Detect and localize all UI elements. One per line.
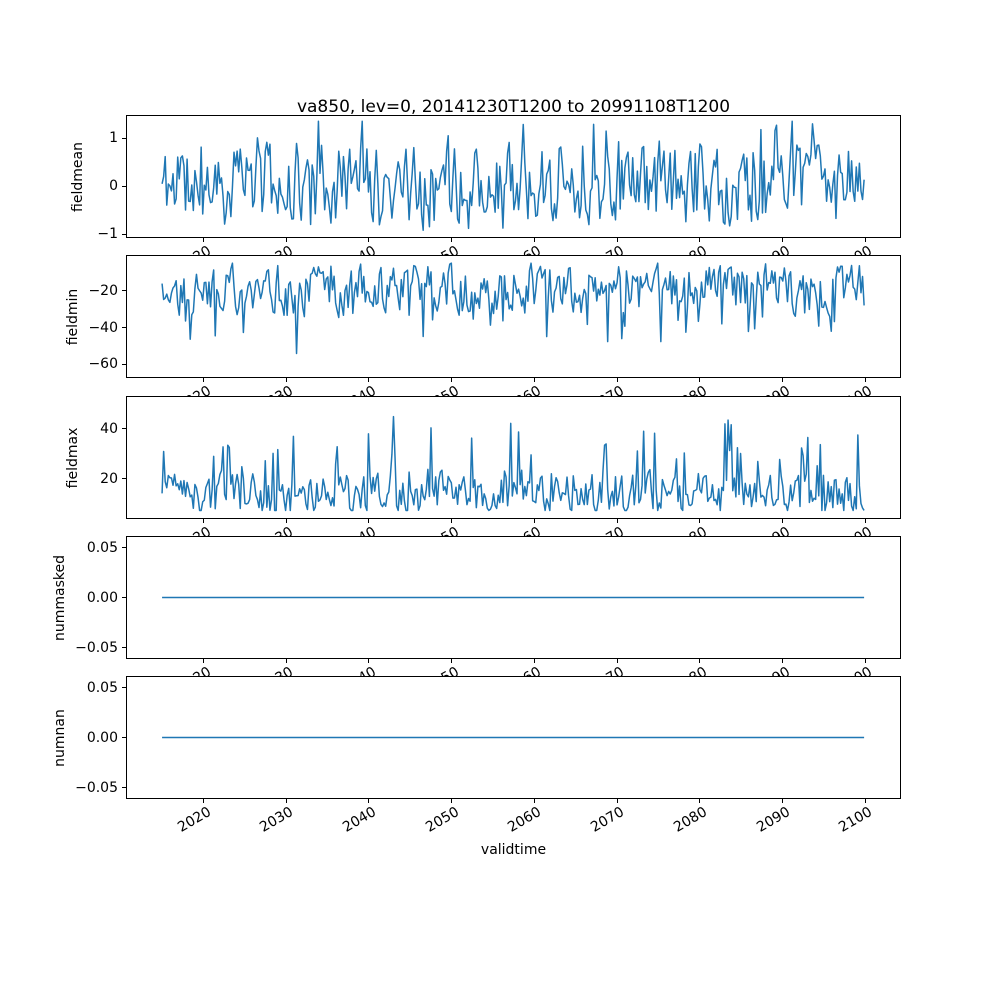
- y-tick-label: 40: [100, 420, 118, 437]
- numnan-line-series: [162, 736, 865, 739]
- x-tick-mark: [451, 238, 453, 242]
- x-tick-mark: [203, 238, 204, 242]
- x-tick-mark: [203, 799, 204, 803]
- x-tick-mark: [533, 799, 535, 803]
- x-tick-mark: [782, 378, 784, 382]
- y-tick-label: −40: [88, 319, 118, 336]
- x-tick-mark: [782, 519, 784, 523]
- x-tick-mark: [616, 519, 618, 523]
- x-tick-mark: [203, 378, 204, 382]
- x-tick-mark: [451, 378, 453, 382]
- y-tick-label: 1: [109, 130, 118, 147]
- y-tick-mark: [122, 233, 126, 235]
- y-tick-mark: [122, 597, 126, 598]
- x-tick-mark: [782, 238, 784, 242]
- y-tick-label: −1: [97, 226, 118, 243]
- y-tick-mark: [122, 428, 126, 429]
- y-tick-mark: [122, 478, 126, 480]
- x-tick-mark: [782, 799, 784, 803]
- x-tick-mark: [451, 659, 453, 663]
- x-tick-mark: [864, 238, 866, 242]
- x-tick-mark: [864, 378, 866, 382]
- chart-title: va850, lev=0, 20141230T1200 to 20991108T…: [296, 97, 731, 117]
- y-tick-label: 0.05: [86, 679, 118, 696]
- y-tick-mark: [122, 363, 126, 365]
- y-tick-mark: [122, 290, 126, 292]
- subplot-fieldmean: [126, 115, 901, 238]
- y-tick-label: 0.00: [86, 729, 118, 746]
- y-tick-mark: [122, 185, 126, 187]
- y-tick-label: −0.05: [75, 639, 118, 656]
- x-tick-mark: [451, 799, 453, 803]
- x-tick-mark: [533, 378, 535, 382]
- x-tick-mark: [368, 659, 370, 663]
- x-tick-mark: [368, 519, 370, 523]
- y-tick-mark: [122, 737, 126, 738]
- x-tick-mark: [533, 238, 535, 242]
- y-tick-mark: [122, 137, 126, 139]
- y-tick-mark: [122, 647, 126, 648]
- x-tick-mark: [203, 519, 204, 523]
- fieldmin-line-series: [161, 262, 865, 355]
- x-tick-mark: [699, 519, 701, 523]
- x-tick-mark: [864, 799, 866, 803]
- x-tick-mark: [285, 238, 287, 242]
- x-tick-mark: [782, 659, 784, 663]
- y-tick-label: −60: [88, 356, 118, 373]
- x-tick-mark: [864, 659, 866, 663]
- x-tick-mark: [699, 378, 701, 382]
- x-tick-mark: [368, 378, 370, 382]
- x-tick-mark: [864, 519, 866, 523]
- x-tick-mark: [533, 519, 535, 523]
- x-tick-mark: [368, 799, 370, 803]
- x-tick-mark: [285, 659, 287, 663]
- x-tick-mark: [368, 238, 370, 242]
- nummasked-line-series: [162, 596, 865, 599]
- y-tick-mark: [122, 787, 126, 788]
- subplot-fieldmin: [126, 255, 901, 378]
- x-tick-mark: [616, 799, 618, 803]
- fieldmean-line-series: [161, 120, 865, 232]
- x-tick-mark: [285, 378, 287, 382]
- y-tick-mark: [122, 687, 126, 688]
- subplot-numnan: [126, 676, 901, 799]
- x-tick-mark: [285, 519, 287, 523]
- x-tick-mark: [203, 659, 204, 663]
- subplot-fieldmax: [126, 396, 901, 519]
- y-tick-label: 0.05: [86, 539, 118, 556]
- x-tick-mark: [616, 238, 618, 242]
- y-tick-mark: [122, 547, 126, 548]
- y-tick-label: −20: [88, 282, 118, 299]
- x-tick-mark: [699, 659, 701, 663]
- y-axis-label-fieldmean: fieldmean: [70, 141, 86, 212]
- y-tick-mark: [122, 327, 126, 329]
- y-tick-label: 0: [109, 178, 118, 195]
- y-tick-label: −0.05: [75, 779, 118, 796]
- x-tick-mark: [616, 378, 618, 382]
- x-tick-mark: [699, 799, 701, 803]
- x-tick-mark: [616, 659, 618, 663]
- subplot-nummasked: [126, 536, 901, 659]
- x-tick-mark: [451, 519, 453, 523]
- y-tick-label: 20: [100, 470, 118, 487]
- x-axis-label: validtime: [480, 842, 547, 858]
- x-tick-mark: [699, 238, 701, 242]
- fieldmax-line-series: [161, 415, 865, 512]
- x-tick-mark: [533, 659, 535, 663]
- y-tick-label: 0.00: [86, 589, 118, 606]
- x-tick-mark: [285, 799, 287, 803]
